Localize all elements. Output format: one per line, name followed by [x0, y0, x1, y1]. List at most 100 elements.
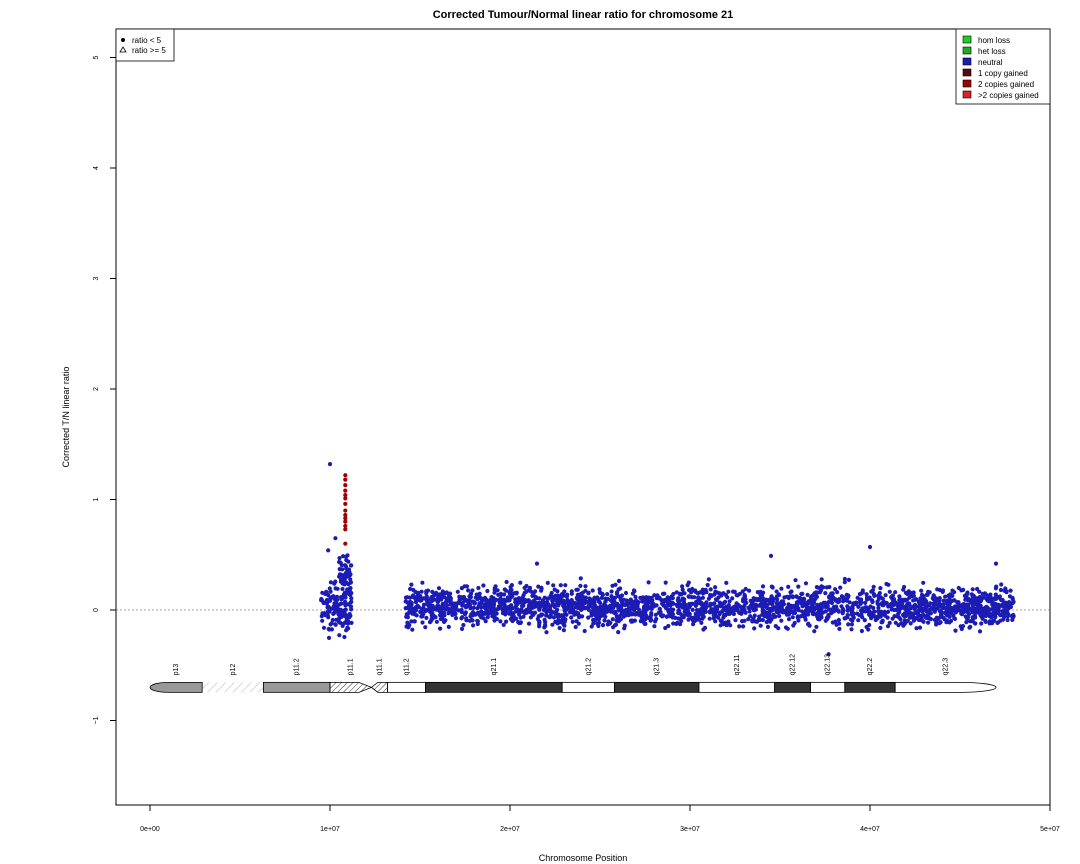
data-point — [678, 616, 683, 622]
data-point — [726, 611, 731, 616]
data-point — [809, 601, 815, 606]
data-point — [539, 586, 544, 591]
data-point — [752, 606, 757, 612]
data-point — [628, 618, 634, 623]
data-point — [616, 630, 621, 635]
data-point — [765, 610, 770, 616]
data-point — [574, 587, 579, 592]
data-point — [885, 609, 891, 615]
data-point — [343, 523, 348, 529]
data-point — [330, 617, 335, 623]
data-point — [914, 626, 919, 631]
data-point — [952, 616, 958, 622]
data-point — [419, 614, 424, 619]
data-point — [977, 629, 983, 634]
data-point — [430, 610, 435, 616]
data-point — [337, 559, 342, 565]
data-point — [552, 596, 557, 602]
chart-title: Corrected Tumour/Normal linear ratio for… — [433, 9, 734, 21]
data-point — [971, 600, 977, 605]
data-point — [907, 595, 912, 600]
data-point — [753, 596, 758, 601]
data-point — [408, 609, 413, 614]
data-point — [841, 596, 846, 601]
data-point — [677, 610, 682, 616]
data-point — [544, 630, 549, 635]
data-point — [648, 605, 653, 610]
ideogram-band — [561, 681, 615, 693]
data-point — [586, 607, 591, 612]
data-point — [623, 590, 629, 596]
data-point — [877, 591, 882, 596]
data-point — [913, 605, 918, 610]
data-point — [893, 600, 898, 605]
ideogram-band — [844, 681, 896, 693]
data-point — [436, 586, 442, 591]
data-point — [752, 626, 757, 631]
state-legend-label: >2 copies gained — [978, 91, 1039, 100]
data-point — [739, 607, 744, 612]
data-point — [663, 625, 668, 631]
legend-swatch — [962, 68, 972, 77]
data-point — [1006, 606, 1011, 611]
data-point — [961, 587, 966, 593]
data-point — [516, 596, 522, 601]
data-point — [791, 623, 796, 628]
data-point — [937, 598, 942, 603]
data-point — [343, 496, 348, 501]
data-point — [769, 596, 774, 601]
data-point — [765, 624, 771, 630]
data-point — [507, 590, 512, 595]
x-axis: 0e+00 1e+07 2e+07 3e+07 4e+07 5e+07 — [140, 804, 1060, 833]
ideogram-band — [424, 681, 563, 693]
data-point — [341, 608, 346, 614]
data-point — [459, 610, 464, 615]
data-point — [833, 606, 838, 611]
data-point — [885, 615, 890, 620]
data-point — [786, 595, 791, 601]
data-point — [760, 609, 765, 614]
data-point — [908, 615, 913, 620]
data-point — [498, 619, 503, 624]
data-point — [705, 582, 710, 588]
data-point — [424, 598, 430, 603]
data-point — [851, 611, 856, 616]
data-point — [333, 586, 338, 591]
data-point — [573, 624, 578, 630]
data-point — [327, 586, 332, 591]
data-point — [919, 616, 924, 621]
data-point — [998, 587, 1004, 593]
data-point — [811, 612, 816, 617]
data-point — [458, 601, 463, 606]
data-point — [902, 606, 908, 612]
data-point — [438, 626, 443, 631]
ideogram-band — [698, 681, 775, 693]
data-point — [328, 622, 333, 627]
ideogram-band — [614, 681, 700, 693]
data-point — [407, 595, 413, 600]
data-point — [704, 601, 709, 606]
data-point — [897, 594, 902, 599]
data-point — [605, 596, 611, 602]
data-point — [700, 595, 706, 600]
data-point — [559, 594, 564, 599]
data-point — [569, 615, 574, 620]
data-point — [824, 604, 829, 610]
data-point — [999, 582, 1004, 587]
data-point — [748, 614, 753, 619]
data-point — [343, 488, 348, 493]
data-point — [419, 589, 424, 594]
data-point — [328, 580, 333, 585]
data-point — [591, 621, 596, 626]
data-point — [996, 611, 1001, 616]
data-point — [973, 621, 978, 626]
data-point — [649, 617, 654, 623]
data-point — [921, 594, 926, 599]
data-point — [471, 623, 476, 628]
data-point — [837, 626, 842, 632]
data-point — [727, 599, 732, 604]
data-point — [628, 597, 633, 602]
data-point — [443, 618, 448, 623]
data-point — [578, 583, 583, 589]
